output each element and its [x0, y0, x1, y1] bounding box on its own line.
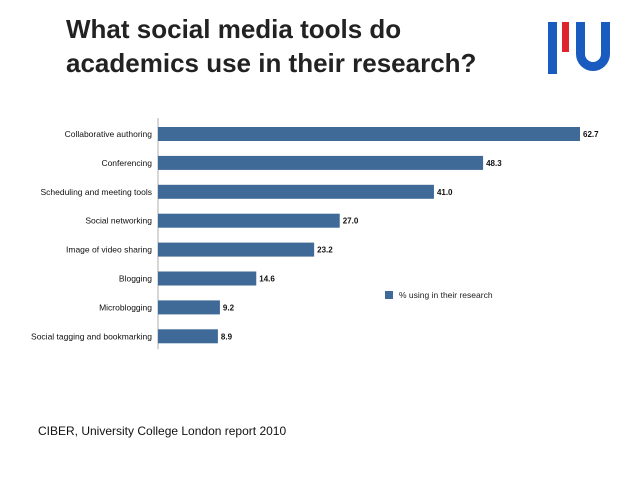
logo-bar-left	[548, 22, 557, 74]
source-caption: CIBER, University College London report …	[38, 424, 287, 438]
data-label: 48.3	[486, 159, 502, 168]
data-label: 41.0	[437, 188, 453, 197]
category-label: Image of video sharing	[66, 245, 152, 255]
bar	[158, 300, 220, 315]
bar	[158, 155, 484, 170]
bar	[158, 242, 315, 257]
legend-swatch	[385, 291, 393, 299]
bar-chart: Collaborative authoring 62.7 Conferencing 4…	[31, 118, 599, 350]
data-label: 8.9	[221, 332, 233, 341]
bar	[158, 127, 580, 141]
logo-letter-u	[576, 22, 610, 71]
bar	[158, 213, 340, 228]
data-label: 23.2	[317, 246, 333, 255]
category-label: Social tagging and bookmarking	[31, 331, 152, 341]
data-label: 27.0	[343, 217, 359, 226]
data-label: 9.2	[223, 303, 235, 312]
bar	[158, 271, 257, 286]
data-label: 62.7	[583, 130, 599, 139]
bar	[158, 329, 218, 344]
category-label: Scheduling and meeting tools	[40, 187, 152, 197]
university-logo-icon	[548, 22, 610, 74]
page-title: What social media tools do academics use…	[66, 14, 477, 78]
legend-label: % using in their research	[399, 290, 493, 300]
category-label: Blogging	[119, 274, 152, 284]
category-label: Conferencing	[101, 158, 152, 168]
category-label: Microblogging	[99, 302, 152, 312]
data-label: 14.6	[259, 275, 275, 284]
bar	[158, 184, 434, 199]
logo-bar-mid	[562, 22, 569, 52]
category-label: Social networking	[85, 216, 152, 226]
category-label: Collaborative authoring	[65, 129, 153, 139]
